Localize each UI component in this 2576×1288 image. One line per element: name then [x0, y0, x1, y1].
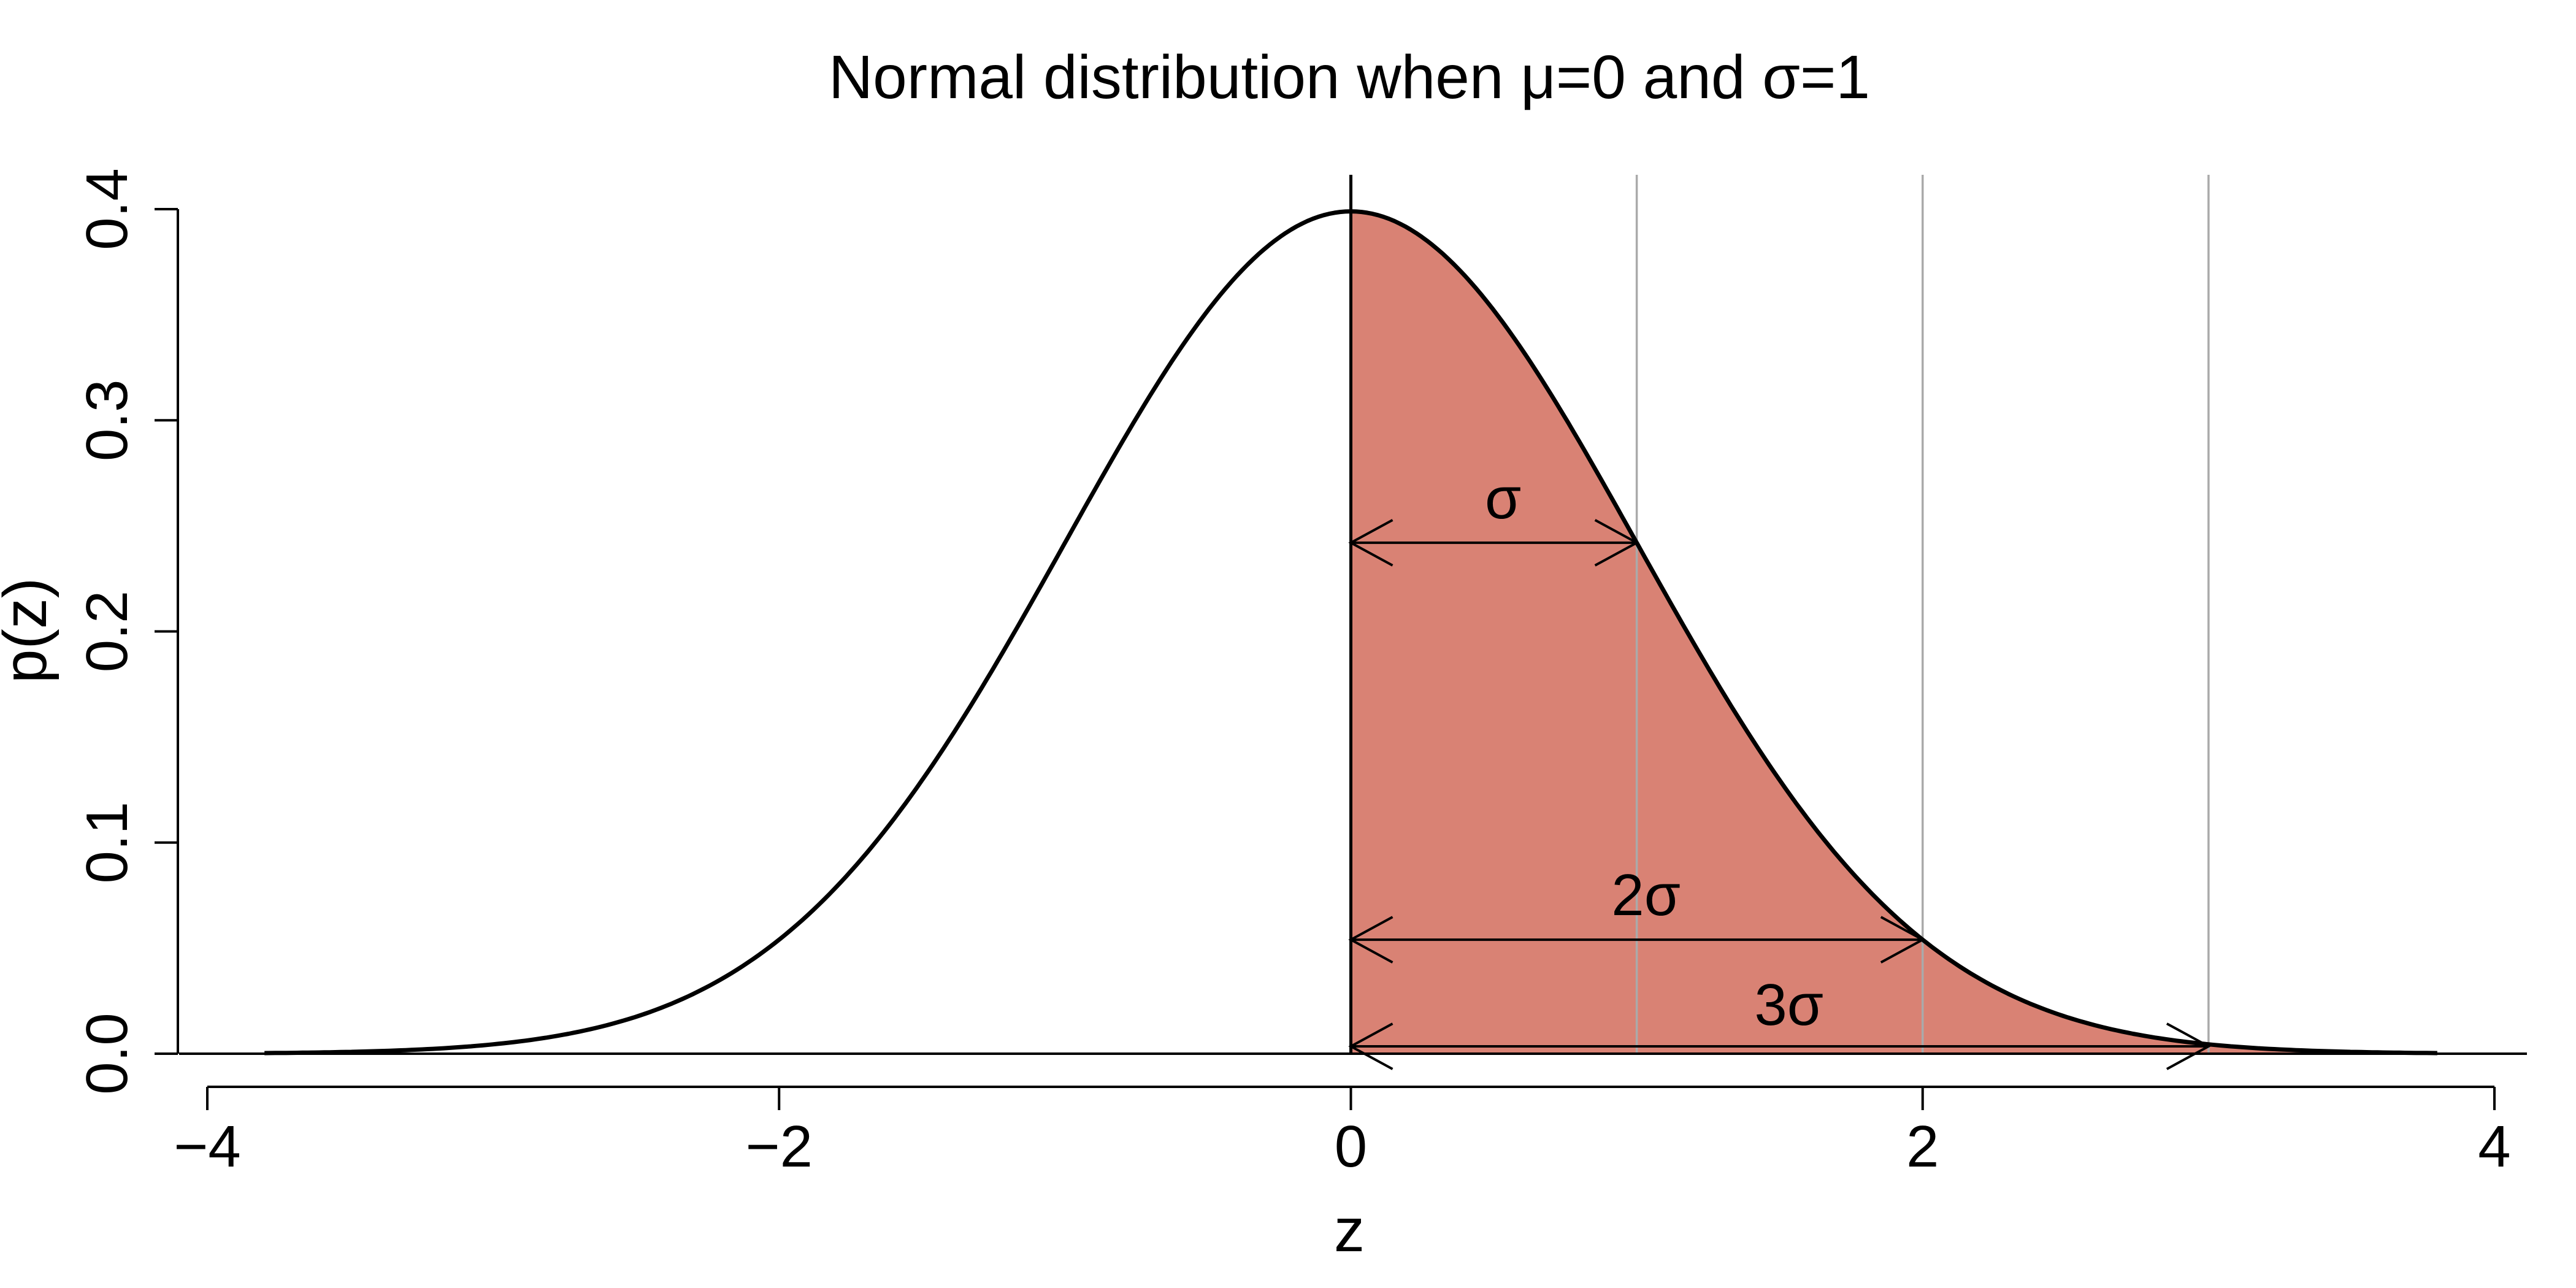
- x-axis-label: z: [1334, 1196, 1365, 1265]
- x-tick-label: −4: [174, 1114, 240, 1179]
- arrow-2-label: 2σ: [1611, 862, 1681, 928]
- y-tick-label: 0.4: [74, 168, 140, 250]
- x-tick-label: 2: [1906, 1114, 1939, 1179]
- y-tick-label: 0.3: [74, 380, 140, 461]
- arrow-2-right-head: [1880, 916, 1925, 964]
- arrow-2-left-head: [1348, 916, 1393, 964]
- arrow-1-left-head: [1348, 519, 1393, 567]
- chart-title: Normal distribution when μ=0 and σ=1: [829, 43, 1870, 112]
- y-tick-label: 0.1: [74, 802, 140, 883]
- arrow-3-left-head: [1348, 1022, 1393, 1070]
- shaded-area: [1351, 211, 2437, 1054]
- arrow-1-label: σ: [1485, 466, 1521, 531]
- annotations-layer: σ 2σ 3σ: [1348, 466, 2212, 1070]
- density-curve: [264, 209, 2437, 1056]
- x-tick-label: −2: [746, 1114, 813, 1179]
- axes-layer: −4 −2 0 2 4 0.0 0.1 0.2 0.3 0.4: [74, 168, 2511, 1179]
- y-tick-label: 0.2: [74, 591, 140, 672]
- y-tick-label: 0.0: [74, 1013, 140, 1094]
- y-axis-label: p(z): [0, 578, 59, 683]
- x-tick-label: 4: [2478, 1114, 2510, 1179]
- plot-lines-layer: [179, 209, 2527, 1056]
- arrow-1-right-head: [1594, 519, 1639, 567]
- plot-fill-layer: [1351, 211, 2437, 1054]
- arrow-3-label: 3σ: [1754, 972, 1823, 1038]
- reference-lines-layer: [1349, 175, 2210, 1054]
- x-tick-label: 0: [1335, 1114, 1367, 1179]
- arrow-3-right-head: [2166, 1022, 2212, 1070]
